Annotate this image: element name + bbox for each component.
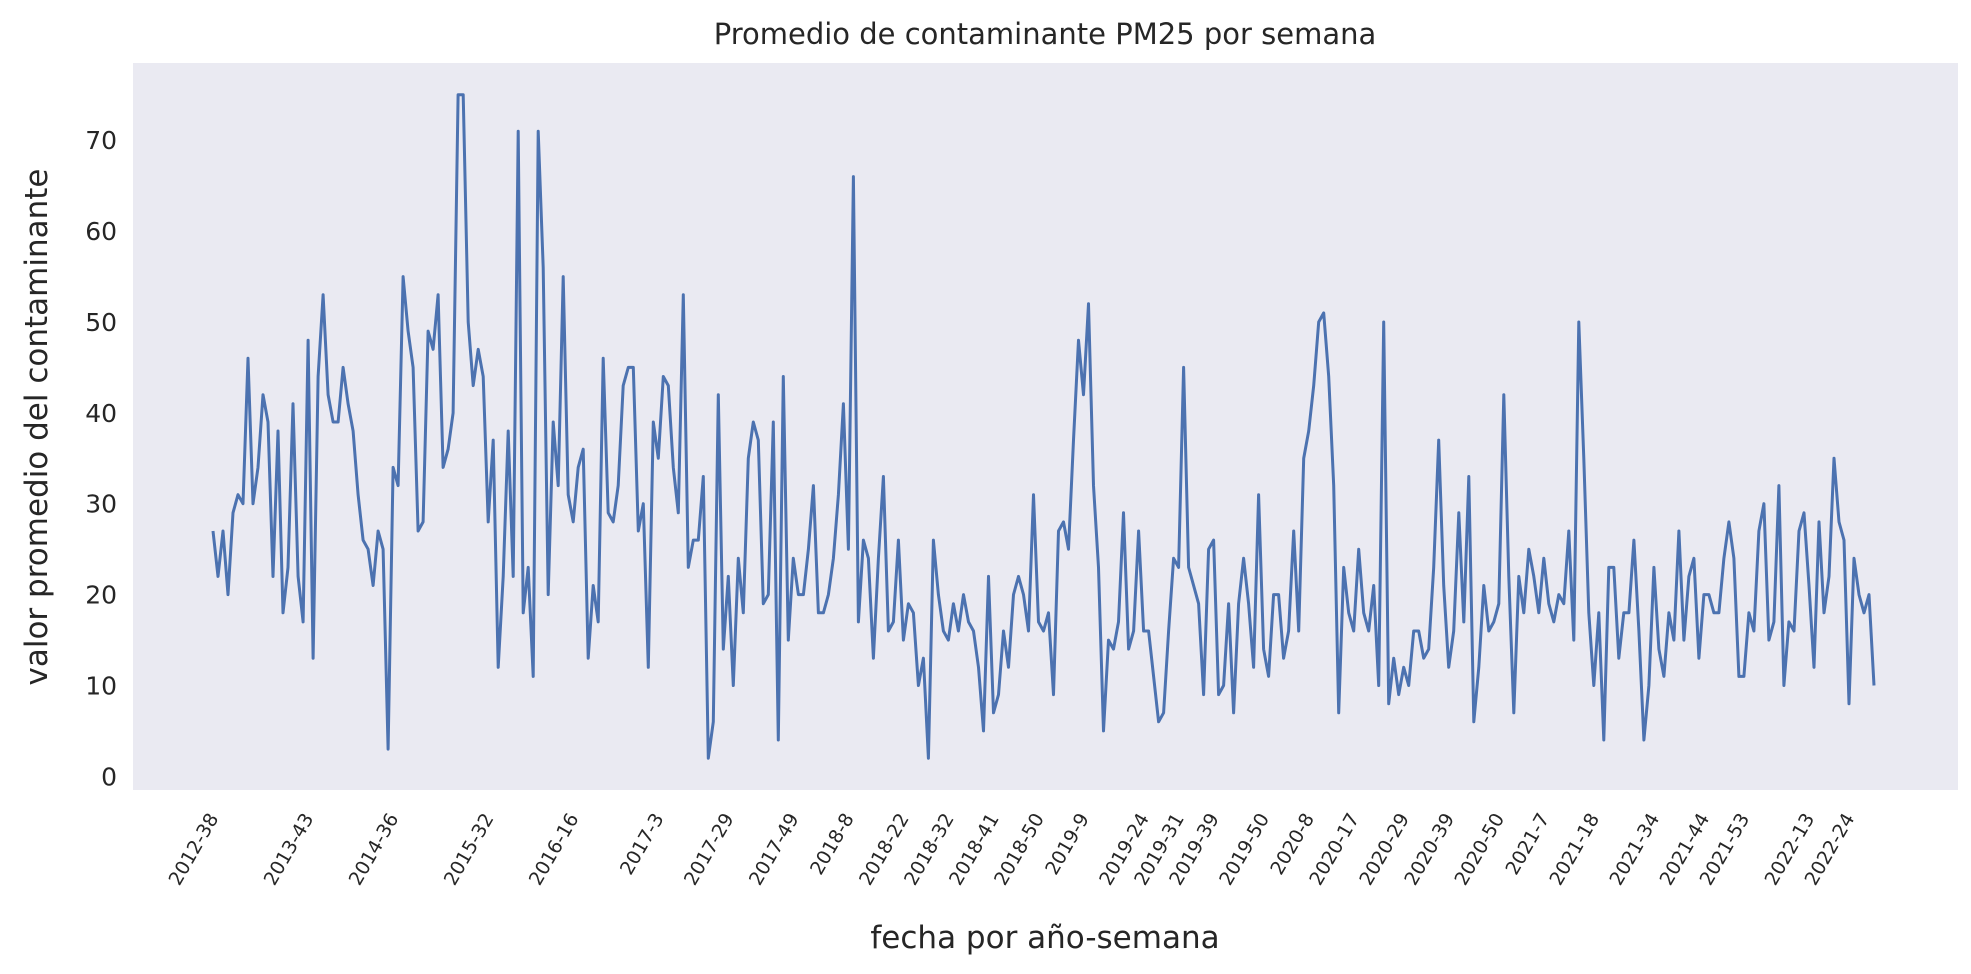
y-tick-label: 20 — [85, 581, 117, 610]
series-line — [211, 93, 1876, 760]
x-tick-label: 2021-7 — [1501, 810, 1554, 879]
y-tick-label: 0 — [101, 762, 117, 791]
y-tick-label: 60 — [85, 217, 117, 246]
y-tick-group: 0 10 20 30 40 50 60 70 — [85, 126, 117, 791]
x-tick-label: 2017-29 — [680, 810, 739, 890]
x-tick-label: 2015-32 — [440, 810, 499, 890]
x-tick-label: 2020-50 — [1450, 810, 1509, 890]
y-tick-label: 10 — [85, 671, 117, 700]
chart-title: Promedio de contaminante PM25 por semana — [714, 17, 1377, 51]
x-tick-group: 2012-38 2013-43 2014-36 2015-32 2016-16 2017-… — [165, 810, 1860, 890]
x-tick-label: 2012-38 — [165, 810, 224, 890]
x-tick-label: 2021-18 — [1545, 810, 1604, 890]
x-tick-label: 2019-9 — [1041, 810, 1094, 879]
x-tick-label: 2019-50 — [1215, 810, 1274, 890]
plot-area — [133, 63, 1958, 790]
x-tick-label: 2017-3 — [616, 810, 669, 879]
x-tick-label: 2014-36 — [345, 810, 404, 890]
x-tick-label: 2018-8 — [806, 810, 859, 879]
y-tick-label: 30 — [85, 490, 117, 519]
y-tick-label: 50 — [85, 308, 117, 337]
series-group — [211, 93, 1876, 760]
x-tick-label: 2016-16 — [525, 810, 584, 890]
x-tick-label: 2013-43 — [260, 810, 319, 890]
y-axis-label: valor promedio del contaminante — [19, 169, 55, 686]
x-axis-label: fecha por año-semana — [870, 920, 1219, 956]
y-tick-label: 70 — [85, 126, 117, 155]
x-tick-label: 2017-49 — [745, 810, 804, 890]
y-tick-label: 40 — [85, 399, 117, 428]
